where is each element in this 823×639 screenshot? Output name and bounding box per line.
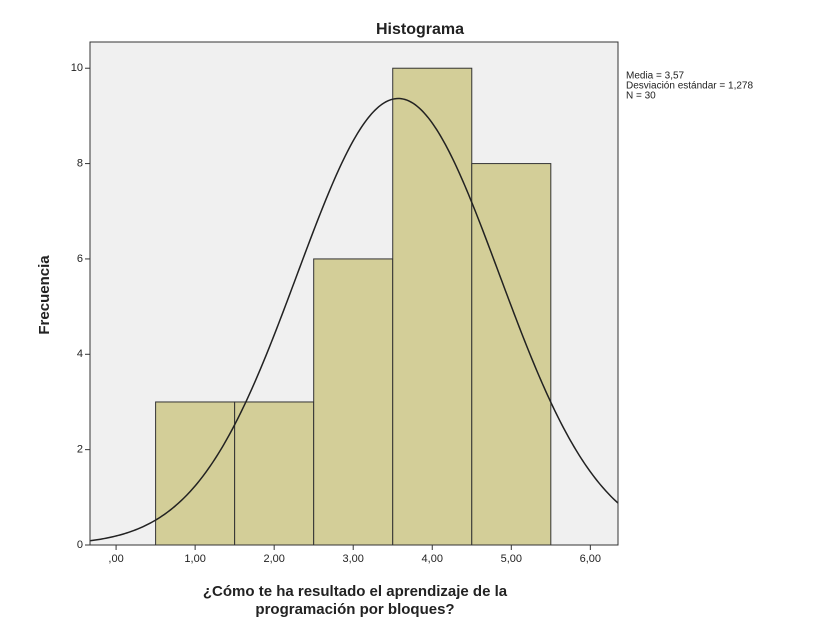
y-tick-label: 6	[77, 253, 83, 265]
stat-sd: Desviación estándar = 1,278	[626, 81, 753, 92]
x-tick-label: 1,00	[184, 553, 205, 565]
bar	[471, 163, 552, 546]
x-tick-label: 2,00	[263, 553, 284, 565]
bar	[155, 401, 236, 546]
y-tick-label: 4	[77, 348, 83, 360]
stat-n: N = 30	[626, 91, 656, 102]
y-tick-label: 2	[77, 444, 83, 456]
x-tick-label: 5,00	[501, 553, 522, 565]
y-tick-label: 0	[77, 539, 83, 551]
bar	[392, 67, 473, 546]
x-tick-label: ,00	[108, 553, 123, 565]
plot-frame	[89, 41, 619, 546]
x-axis-label: ¿Cómo te ha resultado el aprendizaje de …	[203, 583, 508, 600]
x-tick-label: 6,00	[580, 553, 601, 565]
bar	[234, 401, 315, 546]
bar	[313, 258, 394, 546]
x-tick-label: 4,00	[422, 553, 443, 565]
y-tick-label: 8	[77, 157, 83, 169]
x-tick-label: 3,00	[342, 553, 363, 565]
chart-title: Histograma	[376, 21, 464, 38]
y-tick-label: 10	[71, 62, 83, 74]
x-axis-label: programación por bloques?	[255, 601, 454, 618]
stat-mean: Media = 3,57	[626, 71, 685, 82]
normal-curve	[90, 97, 618, 542]
y-axis-label: Frecuencia	[36, 255, 53, 335]
